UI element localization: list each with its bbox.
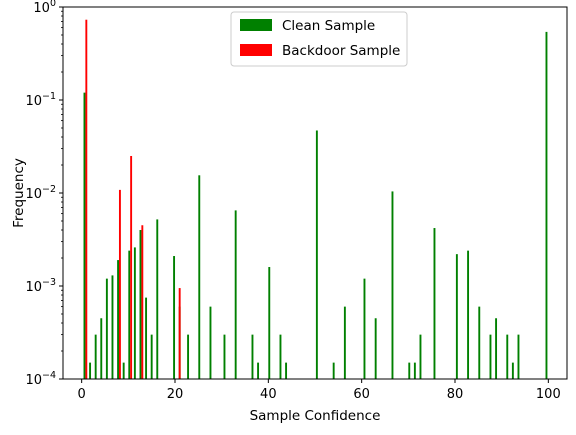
y-tick-label: 100 — [33, 0, 56, 16]
y-axis-label: Frequency — [11, 158, 27, 228]
clean-bar — [419, 334, 422, 379]
y-axis-ticks: 10−4 10−3 10−2 10−1 100 — [25, 0, 63, 388]
legend-label-backdoor: Backdoor Sample — [282, 43, 400, 59]
clean-bar — [478, 306, 481, 379]
x-axis-ticks: 0 20 40 60 80 100 — [78, 379, 561, 402]
x-tick-label: 60 — [353, 387, 370, 402]
clean-bar — [489, 334, 492, 379]
clean-bar — [209, 306, 212, 379]
clean-bar — [156, 219, 159, 379]
y-tick-label: 10−1 — [25, 91, 56, 109]
clean-bar — [285, 362, 288, 379]
x-tick-label: 0 — [78, 387, 86, 402]
clean-bar — [315, 130, 318, 379]
clean-bar — [374, 318, 377, 379]
clean-bar — [122, 362, 125, 379]
clean-bar — [413, 362, 416, 379]
y-tick-label: 10−4 — [25, 370, 56, 388]
legend: Clean Sample Backdoor Sample — [230, 11, 408, 67]
legend-label-clean: Clean Sample — [282, 18, 375, 34]
clean-bar — [89, 362, 92, 379]
y-tick-label: 10−2 — [25, 184, 56, 202]
clean-bar — [363, 278, 366, 379]
clean-bar — [279, 334, 282, 379]
clean-bar — [455, 254, 458, 379]
backdoor-bar — [141, 225, 144, 379]
clean-bar — [257, 362, 260, 379]
clean-bar — [145, 297, 148, 379]
clean-bar — [128, 250, 131, 379]
clean-bar — [391, 191, 394, 379]
x-tick-label: 20 — [167, 387, 184, 402]
x-axis-label: Sample Confidence — [250, 408, 381, 424]
clean-bar — [139, 230, 142, 379]
backdoor-bar — [118, 189, 121, 379]
y-tick-label: 10−3 — [25, 277, 56, 295]
clean-bar — [223, 334, 226, 379]
clean-bar — [517, 334, 520, 379]
legend-swatch-clean — [240, 19, 272, 31]
clean-bar — [198, 175, 201, 379]
backdoor-bar — [85, 19, 88, 380]
backdoor-bar — [178, 288, 181, 379]
legend-box — [230, 11, 408, 67]
backdoor-sample-bars — [85, 19, 181, 380]
clean-bar — [117, 260, 120, 379]
clean-bar — [105, 278, 108, 379]
clean-bar — [467, 250, 470, 379]
legend-swatch-backdoor — [240, 44, 272, 56]
clean-bar — [433, 228, 436, 379]
backdoor-bar — [130, 155, 133, 379]
clean-bar — [332, 362, 335, 379]
clean-bar — [506, 334, 509, 379]
clean-bar — [173, 256, 176, 379]
clean-sample-bars — [83, 31, 548, 379]
x-tick-label: 80 — [447, 387, 464, 402]
x-tick-label: 100 — [536, 387, 561, 402]
x-tick-label: 40 — [260, 387, 277, 402]
clean-bar — [111, 275, 114, 379]
clean-bar — [83, 92, 86, 379]
clean-bar — [408, 362, 411, 379]
clean-bar — [495, 318, 498, 379]
clean-bar — [343, 306, 346, 379]
clean-bar — [187, 334, 190, 379]
clean-bar — [150, 334, 153, 379]
clean-bar — [94, 334, 97, 379]
clean-bar — [234, 210, 237, 379]
clean-bar — [545, 31, 548, 379]
clean-bar — [133, 247, 136, 379]
clean-bar — [251, 334, 254, 379]
clean-bar — [100, 318, 103, 379]
clean-bar — [268, 267, 271, 379]
clean-bar — [511, 362, 514, 379]
